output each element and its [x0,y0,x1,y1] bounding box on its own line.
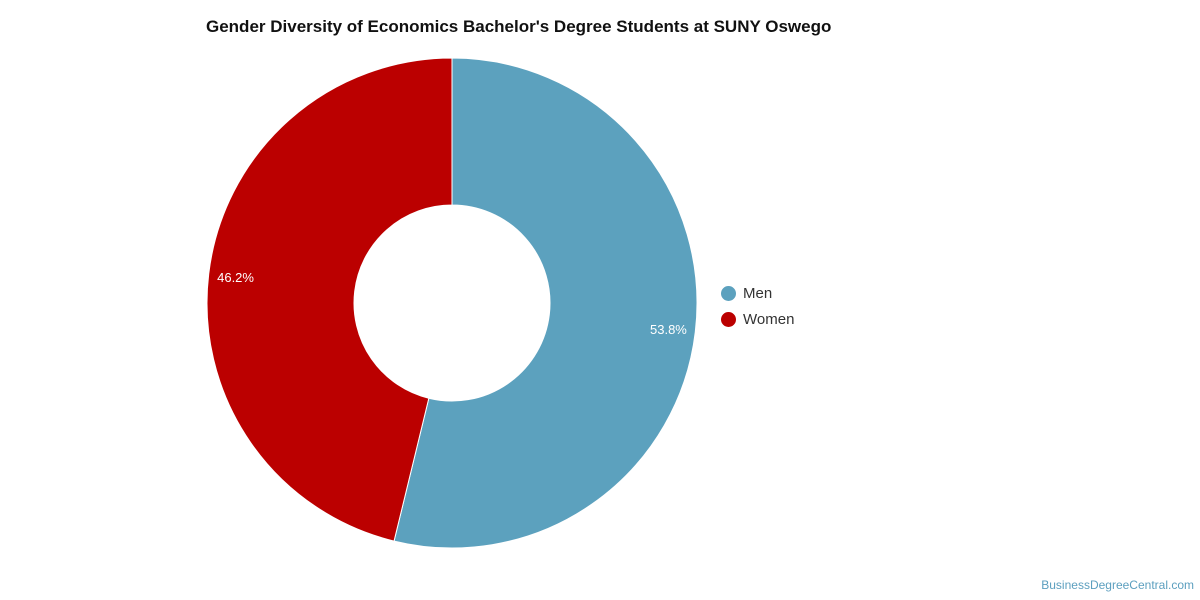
legend-label-men: Men [743,284,773,302]
legend-swatch-men [721,285,736,301]
chart-title: Gender Diversity of Economics Bachelor's… [206,17,832,36]
slice-men[interactable] [393,57,698,549]
legend-item-women[interactable]: Women [721,306,794,332]
slice-label-women: 46.2% [217,270,254,285]
legend-swatch-women [721,311,736,327]
source-credit[interactable]: BusinessDegreeCentral.com [1041,578,1194,592]
legend-label-women: Women [743,310,795,328]
slice-women[interactable] [206,57,453,542]
slice-label-men: 53.8% [650,322,687,337]
legend: Men Women [721,280,794,332]
legend-item-men[interactable]: Men [721,280,794,306]
